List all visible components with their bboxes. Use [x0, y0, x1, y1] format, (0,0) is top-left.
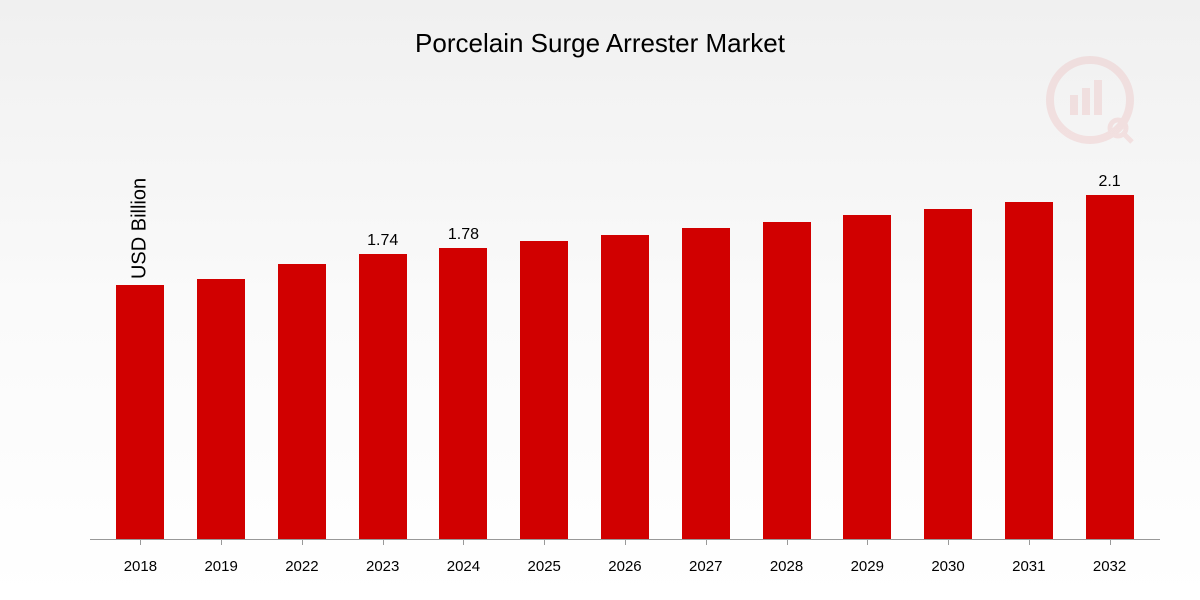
x-axis-label: 2029	[832, 558, 902, 575]
x-axis-label: 2026	[590, 558, 660, 575]
x-tick	[140, 539, 141, 545]
x-tick	[706, 539, 707, 545]
bar	[843, 215, 891, 539]
bar-group: 2.1	[1075, 130, 1145, 539]
x-axis-label: 2018	[105, 558, 175, 575]
bar-group	[267, 130, 337, 539]
bar-group	[913, 130, 983, 539]
bar-group	[994, 130, 1064, 539]
x-axis-label: 2031	[994, 558, 1064, 575]
bar	[601, 235, 649, 539]
x-tick	[1110, 539, 1111, 545]
bar-group: 1.78	[428, 130, 498, 539]
chart-title: Porcelain Surge Arrester Market	[0, 0, 1200, 59]
bar	[1005, 202, 1053, 539]
x-axis-label: 2019	[186, 558, 256, 575]
x-tick	[787, 539, 788, 545]
x-tick	[302, 539, 303, 545]
x-axis-label: 2023	[348, 558, 418, 575]
x-axis-label: 2024	[428, 558, 498, 575]
bar-value-label: 1.78	[428, 226, 498, 244]
x-axis-label: 2022	[267, 558, 337, 575]
bar-group	[832, 130, 902, 539]
bar	[1086, 195, 1134, 539]
bar	[278, 264, 326, 539]
bar	[116, 285, 164, 539]
x-axis-label: 2025	[509, 558, 579, 575]
x-tick	[544, 539, 545, 545]
x-tick	[867, 539, 868, 545]
bar-value-label: 1.74	[348, 232, 418, 250]
bar-group	[186, 130, 256, 539]
bar	[520, 241, 568, 539]
x-tick	[625, 539, 626, 545]
x-labels: 2018 2019 2022 2023 2024 2025 2026 2027 2028 2029…	[90, 558, 1160, 575]
bar-group	[752, 130, 822, 539]
bar	[763, 222, 811, 539]
x-tick	[463, 539, 464, 545]
x-tick	[948, 539, 949, 545]
bar	[359, 254, 407, 539]
x-axis-label: 2028	[752, 558, 822, 575]
bars-container: 1.74 1.78 2.1	[90, 130, 1160, 540]
x-tick	[1029, 539, 1030, 545]
bar-group: 1.74	[348, 130, 418, 539]
bar	[439, 248, 487, 539]
bar-group	[509, 130, 579, 539]
bar-group	[105, 130, 175, 539]
bar	[682, 228, 730, 539]
x-axis-label: 2032	[1075, 558, 1145, 575]
bar-value-label: 2.1	[1075, 173, 1145, 191]
bar-group	[671, 130, 741, 539]
bar-group	[590, 130, 660, 539]
x-tick	[221, 539, 222, 545]
bar	[197, 279, 245, 539]
bar	[924, 209, 972, 539]
x-axis-label: 2027	[671, 558, 741, 575]
x-axis-label: 2030	[913, 558, 983, 575]
x-tick	[383, 539, 384, 545]
chart-area: 1.741.782.1 2018201920222023202420252026…	[90, 130, 1160, 540]
